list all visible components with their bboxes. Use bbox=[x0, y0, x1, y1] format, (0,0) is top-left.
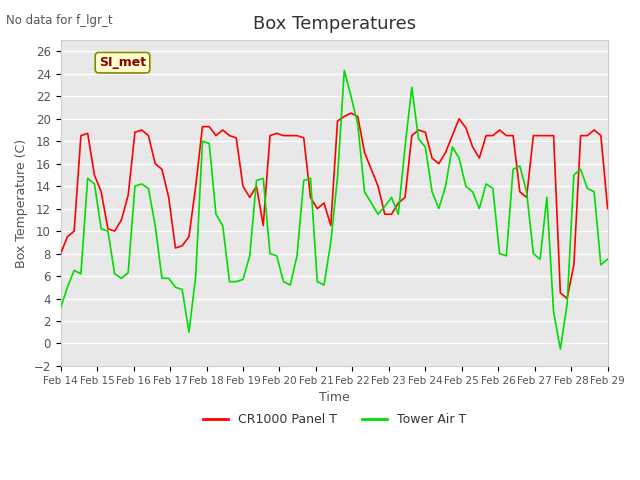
Title: Box Temperatures: Box Temperatures bbox=[253, 15, 416, 33]
Y-axis label: Box Temperature (C): Box Temperature (C) bbox=[15, 138, 28, 267]
Legend: CR1000 Panel T, Tower Air T: CR1000 Panel T, Tower Air T bbox=[198, 408, 471, 432]
X-axis label: Time: Time bbox=[319, 391, 349, 404]
Text: SI_met: SI_met bbox=[99, 56, 146, 69]
Text: No data for f_lgr_t: No data for f_lgr_t bbox=[6, 14, 113, 27]
